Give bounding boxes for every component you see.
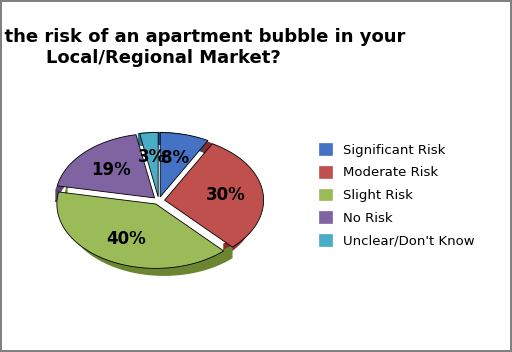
Text: 40%: 40% — [106, 230, 146, 248]
Polygon shape — [57, 192, 224, 268]
Text: 19%: 19% — [91, 161, 131, 179]
Text: 3%: 3% — [138, 148, 166, 166]
Text: 8%: 8% — [161, 149, 189, 167]
Polygon shape — [57, 135, 155, 198]
Polygon shape — [165, 144, 264, 247]
Polygon shape — [56, 139, 135, 202]
Polygon shape — [160, 133, 208, 197]
Text: 30%: 30% — [206, 186, 245, 204]
Text: What is the risk of an apartment bubble in your
Local/Regional Market?: What is the risk of an apartment bubble … — [0, 28, 406, 67]
Polygon shape — [157, 133, 205, 152]
Polygon shape — [204, 141, 255, 256]
Legend: Significant Risk, Moderate Risk, Slight Risk, No Risk, Unclear/Don't Know: Significant Risk, Moderate Risk, Slight … — [314, 138, 480, 253]
Polygon shape — [140, 132, 158, 197]
Polygon shape — [139, 133, 157, 146]
Polygon shape — [65, 187, 232, 275]
